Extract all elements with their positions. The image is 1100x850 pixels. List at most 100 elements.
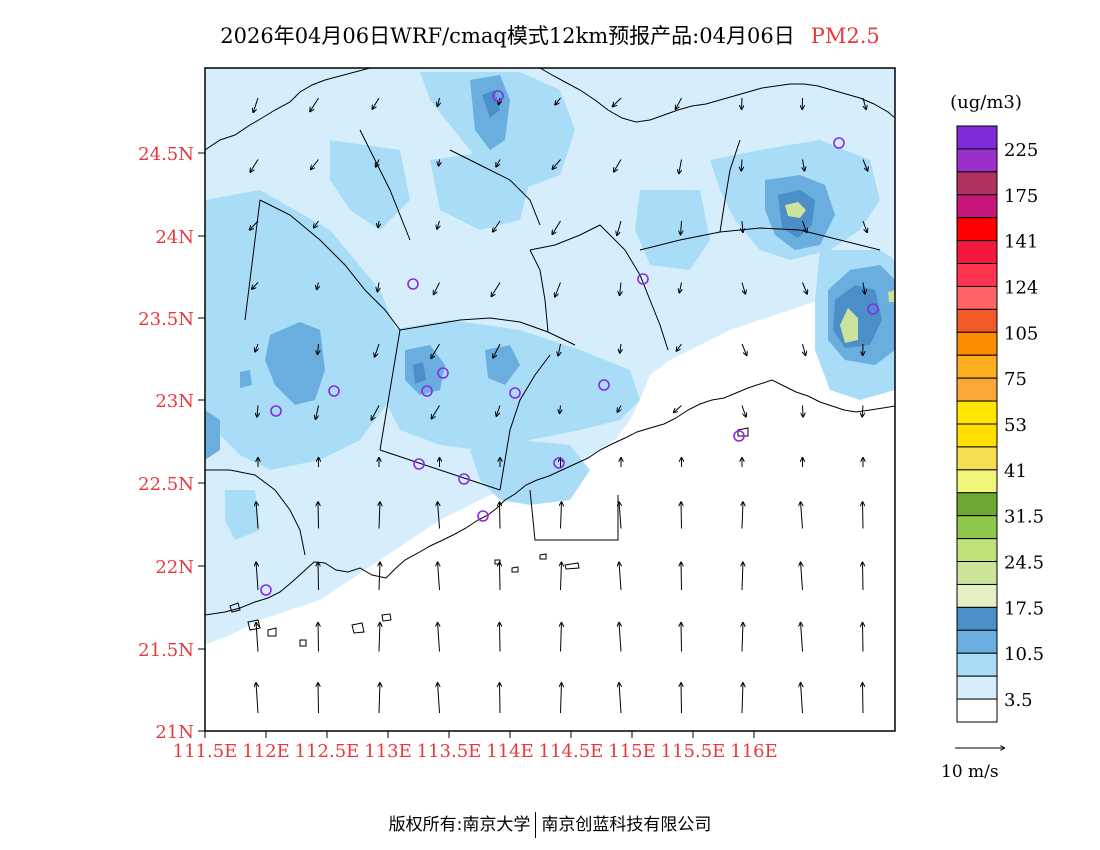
hongkong-box bbox=[529, 489, 619, 541]
wind-arrow bbox=[374, 343, 380, 358]
wind-arrow bbox=[318, 562, 319, 591]
wind-arrow bbox=[681, 562, 682, 591]
station-marker bbox=[733, 430, 745, 442]
legend-swatch bbox=[956, 308, 998, 333]
wind-arrow bbox=[801, 622, 803, 652]
legend-swatch bbox=[956, 675, 998, 700]
wind-arrow bbox=[741, 405, 746, 418]
wind-arrow bbox=[431, 405, 440, 420]
lon-tick-label: 116E bbox=[730, 741, 778, 762]
wind-arrow bbox=[742, 220, 743, 233]
wind-arrow bbox=[863, 282, 865, 295]
legend-swatch bbox=[956, 652, 998, 677]
legend-swatch bbox=[956, 331, 998, 356]
legend-label: 124 bbox=[1004, 277, 1038, 298]
wind-arrow bbox=[318, 622, 319, 652]
wind-arrow bbox=[802, 282, 808, 295]
station-marker bbox=[270, 405, 282, 417]
wind-arrow bbox=[438, 622, 440, 652]
wind-arrow bbox=[863, 682, 864, 714]
legend-label: 53 bbox=[1004, 415, 1027, 436]
wind-arrow bbox=[438, 682, 440, 714]
wind-arrow bbox=[317, 343, 318, 355]
wind-arrow bbox=[620, 343, 621, 354]
wind-arrow bbox=[255, 343, 258, 352]
wind-arrow bbox=[371, 405, 380, 421]
wind-arrow bbox=[317, 282, 319, 291]
wind-arrow bbox=[379, 682, 380, 714]
wind-arrow bbox=[315, 405, 319, 420]
wind-arrow bbox=[863, 501, 864, 529]
station-marker bbox=[477, 510, 489, 522]
lat-tick-label: 22.5N bbox=[138, 474, 194, 495]
lon-tick-label: 113E bbox=[364, 741, 412, 762]
wind-arrow bbox=[620, 282, 621, 296]
province-border bbox=[205, 68, 895, 151]
wind-arrow bbox=[741, 159, 742, 172]
wind-arrow bbox=[559, 405, 560, 415]
color-legend: (ug/m3) 225 175 141 124 105 75 53 41 31.5 24.5 17.… bbox=[950, 92, 1044, 723]
wind-arrow bbox=[493, 343, 501, 358]
lat-tick-label: 24.5N bbox=[138, 144, 194, 165]
wind-vectors bbox=[249, 97, 868, 714]
wind-arrow bbox=[741, 282, 746, 295]
legend-swatch bbox=[956, 217, 998, 242]
lat-tick-label: 23N bbox=[155, 391, 194, 412]
wind-arrow bbox=[561, 562, 562, 591]
monitoring-stations bbox=[260, 90, 879, 596]
wind-arrow bbox=[803, 159, 805, 172]
wind-arrow bbox=[555, 97, 561, 105]
wind-arrow bbox=[437, 97, 439, 107]
legend-swatch bbox=[956, 538, 998, 563]
wind-arrow bbox=[555, 282, 561, 298]
wind-arrow bbox=[558, 343, 560, 356]
lon-tick-label: 111.5E bbox=[173, 741, 238, 762]
lat-tick-label: 23.5N bbox=[138, 309, 194, 330]
legend-label: 17.5 bbox=[1004, 598, 1044, 619]
wind-arrow bbox=[492, 220, 501, 232]
legend-unit: (ug/m3) bbox=[950, 92, 1022, 113]
wind-arrow bbox=[742, 562, 743, 591]
coastline bbox=[205, 379, 895, 616]
lon-tick-label: 112.5E bbox=[295, 741, 360, 762]
footer-separator bbox=[535, 812, 537, 838]
wind-arrow bbox=[372, 97, 380, 110]
latitude-labels: 24.5N 24N 23.5N 23N 22.5N 22N 21.5N 21N bbox=[138, 144, 194, 743]
wind-arrow bbox=[619, 501, 621, 529]
wind-arrow bbox=[801, 501, 803, 529]
wind-arrow bbox=[500, 682, 501, 714]
wind-arrow bbox=[617, 405, 621, 413]
lon-tick-label: 114.5E bbox=[539, 741, 604, 762]
station-marker bbox=[637, 273, 649, 285]
wind-arrow bbox=[375, 159, 379, 168]
wind-arrow bbox=[863, 622, 864, 652]
lat-tick-label: 21N bbox=[155, 722, 194, 743]
wind-arrow bbox=[681, 501, 682, 529]
wind-arrow bbox=[741, 343, 747, 356]
wind-arrow bbox=[676, 343, 682, 352]
wind-arrow bbox=[437, 220, 440, 230]
legend-swatch bbox=[956, 240, 998, 265]
wind-arrow bbox=[552, 159, 561, 170]
wind-arrow bbox=[310, 97, 319, 112]
wind-arrow bbox=[673, 405, 682, 413]
legend-label: 105 bbox=[1004, 323, 1038, 344]
legend-swatch bbox=[956, 583, 998, 608]
wind-arrow bbox=[256, 622, 258, 652]
pm25-field bbox=[205, 68, 895, 731]
legend-swatch bbox=[956, 194, 998, 219]
wind-arrow bbox=[310, 159, 319, 170]
legend-swatch bbox=[956, 148, 998, 173]
wind-arrow bbox=[249, 220, 259, 230]
wind-arrow bbox=[742, 682, 743, 714]
wind-arrow bbox=[617, 220, 622, 236]
wind-arrow bbox=[491, 282, 501, 298]
station-marker bbox=[458, 473, 470, 485]
legend-swatch bbox=[956, 354, 998, 379]
copyright-left: 版权所有:南京大学 bbox=[388, 815, 531, 835]
wind-arrow bbox=[613, 159, 622, 173]
district-lines bbox=[205, 129, 881, 556]
legend-swatch bbox=[956, 492, 998, 517]
wind-arrow bbox=[612, 97, 622, 107]
wind-scale-label: 10 m/s bbox=[941, 762, 999, 782]
